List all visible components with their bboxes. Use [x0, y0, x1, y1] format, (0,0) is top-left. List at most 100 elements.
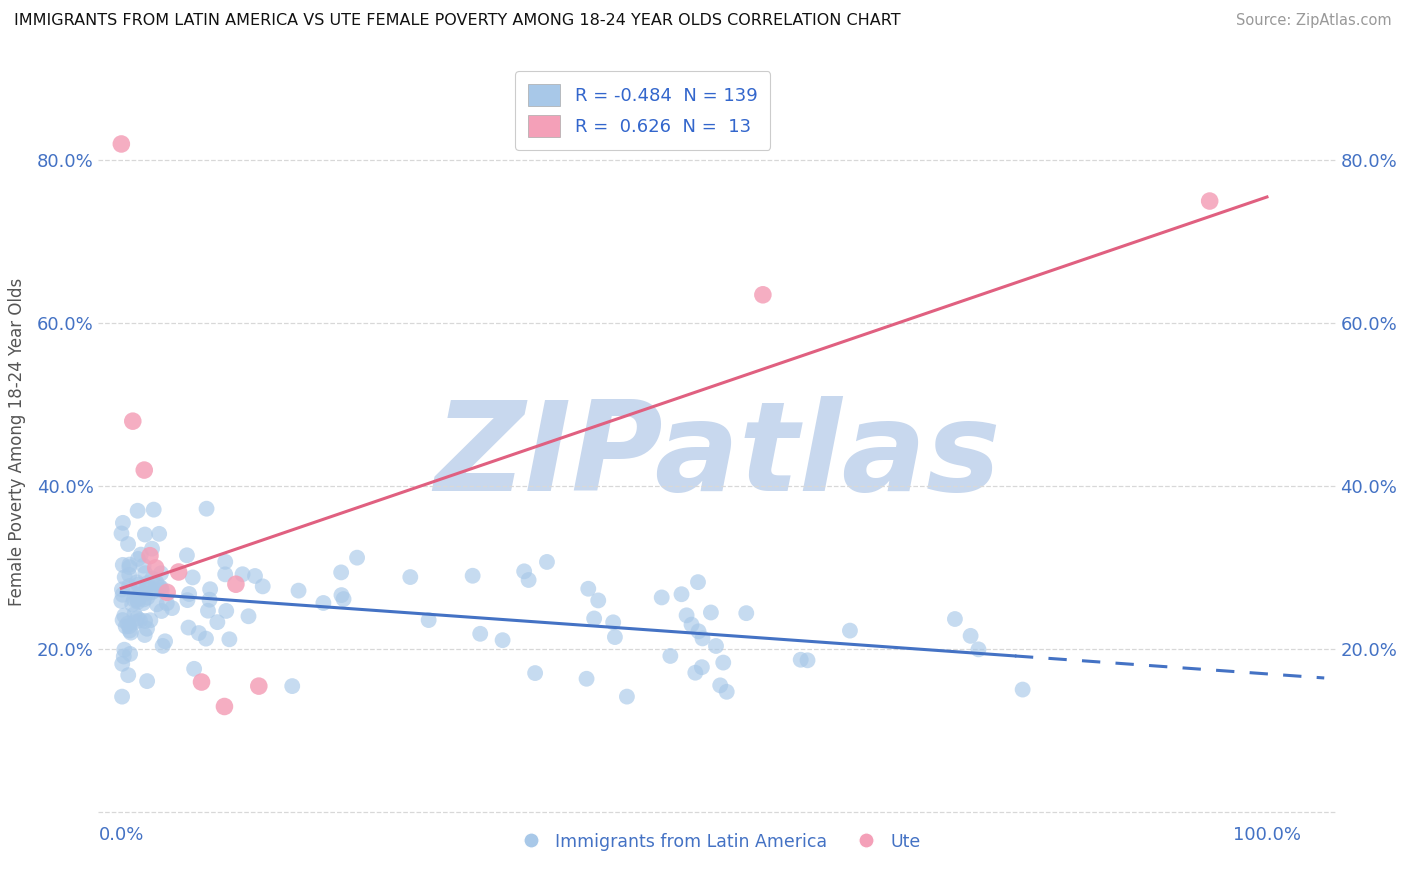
Point	[111, 613, 134, 627]
Point	[110, 526, 132, 541]
Point	[789, 653, 811, 667]
Point	[148, 526, 170, 541]
Y-axis label: Female Poverty Among 18-24 Year Olds: Female Poverty Among 18-24 Year Olds	[7, 277, 25, 606]
Point	[190, 675, 212, 690]
Point	[142, 502, 165, 516]
Point	[150, 583, 173, 598]
Point	[129, 548, 152, 562]
Point	[150, 604, 173, 618]
Point	[218, 632, 240, 647]
Point	[127, 552, 149, 566]
Point	[125, 575, 148, 590]
Point	[132, 596, 155, 610]
Point	[602, 615, 624, 630]
Point	[134, 463, 156, 477]
Point	[120, 647, 142, 661]
Point	[118, 579, 141, 593]
Point	[688, 624, 710, 639]
Point	[121, 414, 143, 428]
Point	[127, 590, 149, 604]
Point	[491, 633, 513, 648]
Point	[238, 609, 260, 624]
Point	[132, 592, 155, 607]
Point	[112, 649, 135, 664]
Point	[692, 632, 714, 646]
Point	[576, 582, 599, 596]
Point	[225, 577, 247, 591]
Point	[716, 685, 738, 699]
Point	[524, 666, 547, 681]
Point	[117, 668, 139, 682]
Point	[461, 568, 484, 582]
Point	[586, 593, 609, 607]
Point	[145, 575, 167, 590]
Text: ZIPatlas: ZIPatlas	[434, 396, 1000, 517]
Point	[181, 570, 204, 584]
Legend: Immigrants from Latin America, Ute: Immigrants from Latin America, Ute	[506, 826, 928, 857]
Point	[177, 621, 200, 635]
Point	[136, 576, 159, 591]
Point	[150, 581, 173, 595]
Point	[686, 575, 709, 590]
Point	[132, 558, 155, 573]
Text: IMMIGRANTS FROM LATIN AMERICA VS UTE FEMALE POVERTY AMONG 18-24 YEAR OLDS CORREL: IMMIGRANTS FROM LATIN AMERICA VS UTE FEM…	[14, 13, 901, 29]
Point	[685, 665, 707, 680]
Point	[111, 657, 134, 671]
Point	[148, 579, 170, 593]
Point	[160, 601, 183, 615]
Point	[114, 570, 136, 584]
Point	[232, 567, 254, 582]
Point	[187, 626, 209, 640]
Point	[156, 596, 179, 610]
Point	[129, 587, 152, 601]
Point	[136, 579, 159, 593]
Point	[603, 630, 626, 644]
Point	[136, 582, 159, 597]
Point	[959, 629, 981, 643]
Point	[796, 653, 818, 667]
Point	[135, 587, 157, 601]
Point	[330, 588, 353, 602]
Point	[243, 569, 266, 583]
Point	[125, 615, 148, 629]
Point	[575, 672, 598, 686]
Point	[121, 598, 143, 612]
Point	[700, 606, 723, 620]
Point	[139, 549, 162, 563]
Point	[214, 699, 236, 714]
Point	[125, 592, 148, 607]
Point	[118, 560, 141, 574]
Point	[659, 648, 682, 663]
Point	[134, 614, 156, 628]
Point	[127, 577, 149, 591]
Point	[195, 501, 218, 516]
Point	[312, 596, 335, 610]
Point	[127, 504, 149, 518]
Point	[183, 662, 205, 676]
Point	[943, 612, 966, 626]
Text: Source: ZipAtlas.com: Source: ZipAtlas.com	[1236, 13, 1392, 29]
Point	[735, 606, 758, 620]
Point	[346, 550, 368, 565]
Point	[111, 558, 134, 572]
Point	[134, 566, 156, 581]
Point	[709, 678, 731, 692]
Point	[690, 660, 713, 674]
Point	[704, 639, 727, 653]
Point	[111, 588, 134, 602]
Point	[675, 608, 697, 623]
Point	[118, 567, 141, 582]
Point	[118, 619, 141, 633]
Point	[127, 595, 149, 609]
Point	[214, 555, 236, 569]
Point	[134, 527, 156, 541]
Point	[112, 642, 135, 657]
Point	[141, 541, 163, 556]
Point	[111, 690, 134, 704]
Point	[681, 617, 703, 632]
Point	[124, 586, 146, 600]
Point	[418, 613, 440, 627]
Point	[332, 592, 354, 607]
Point	[287, 583, 309, 598]
Point	[1198, 194, 1220, 208]
